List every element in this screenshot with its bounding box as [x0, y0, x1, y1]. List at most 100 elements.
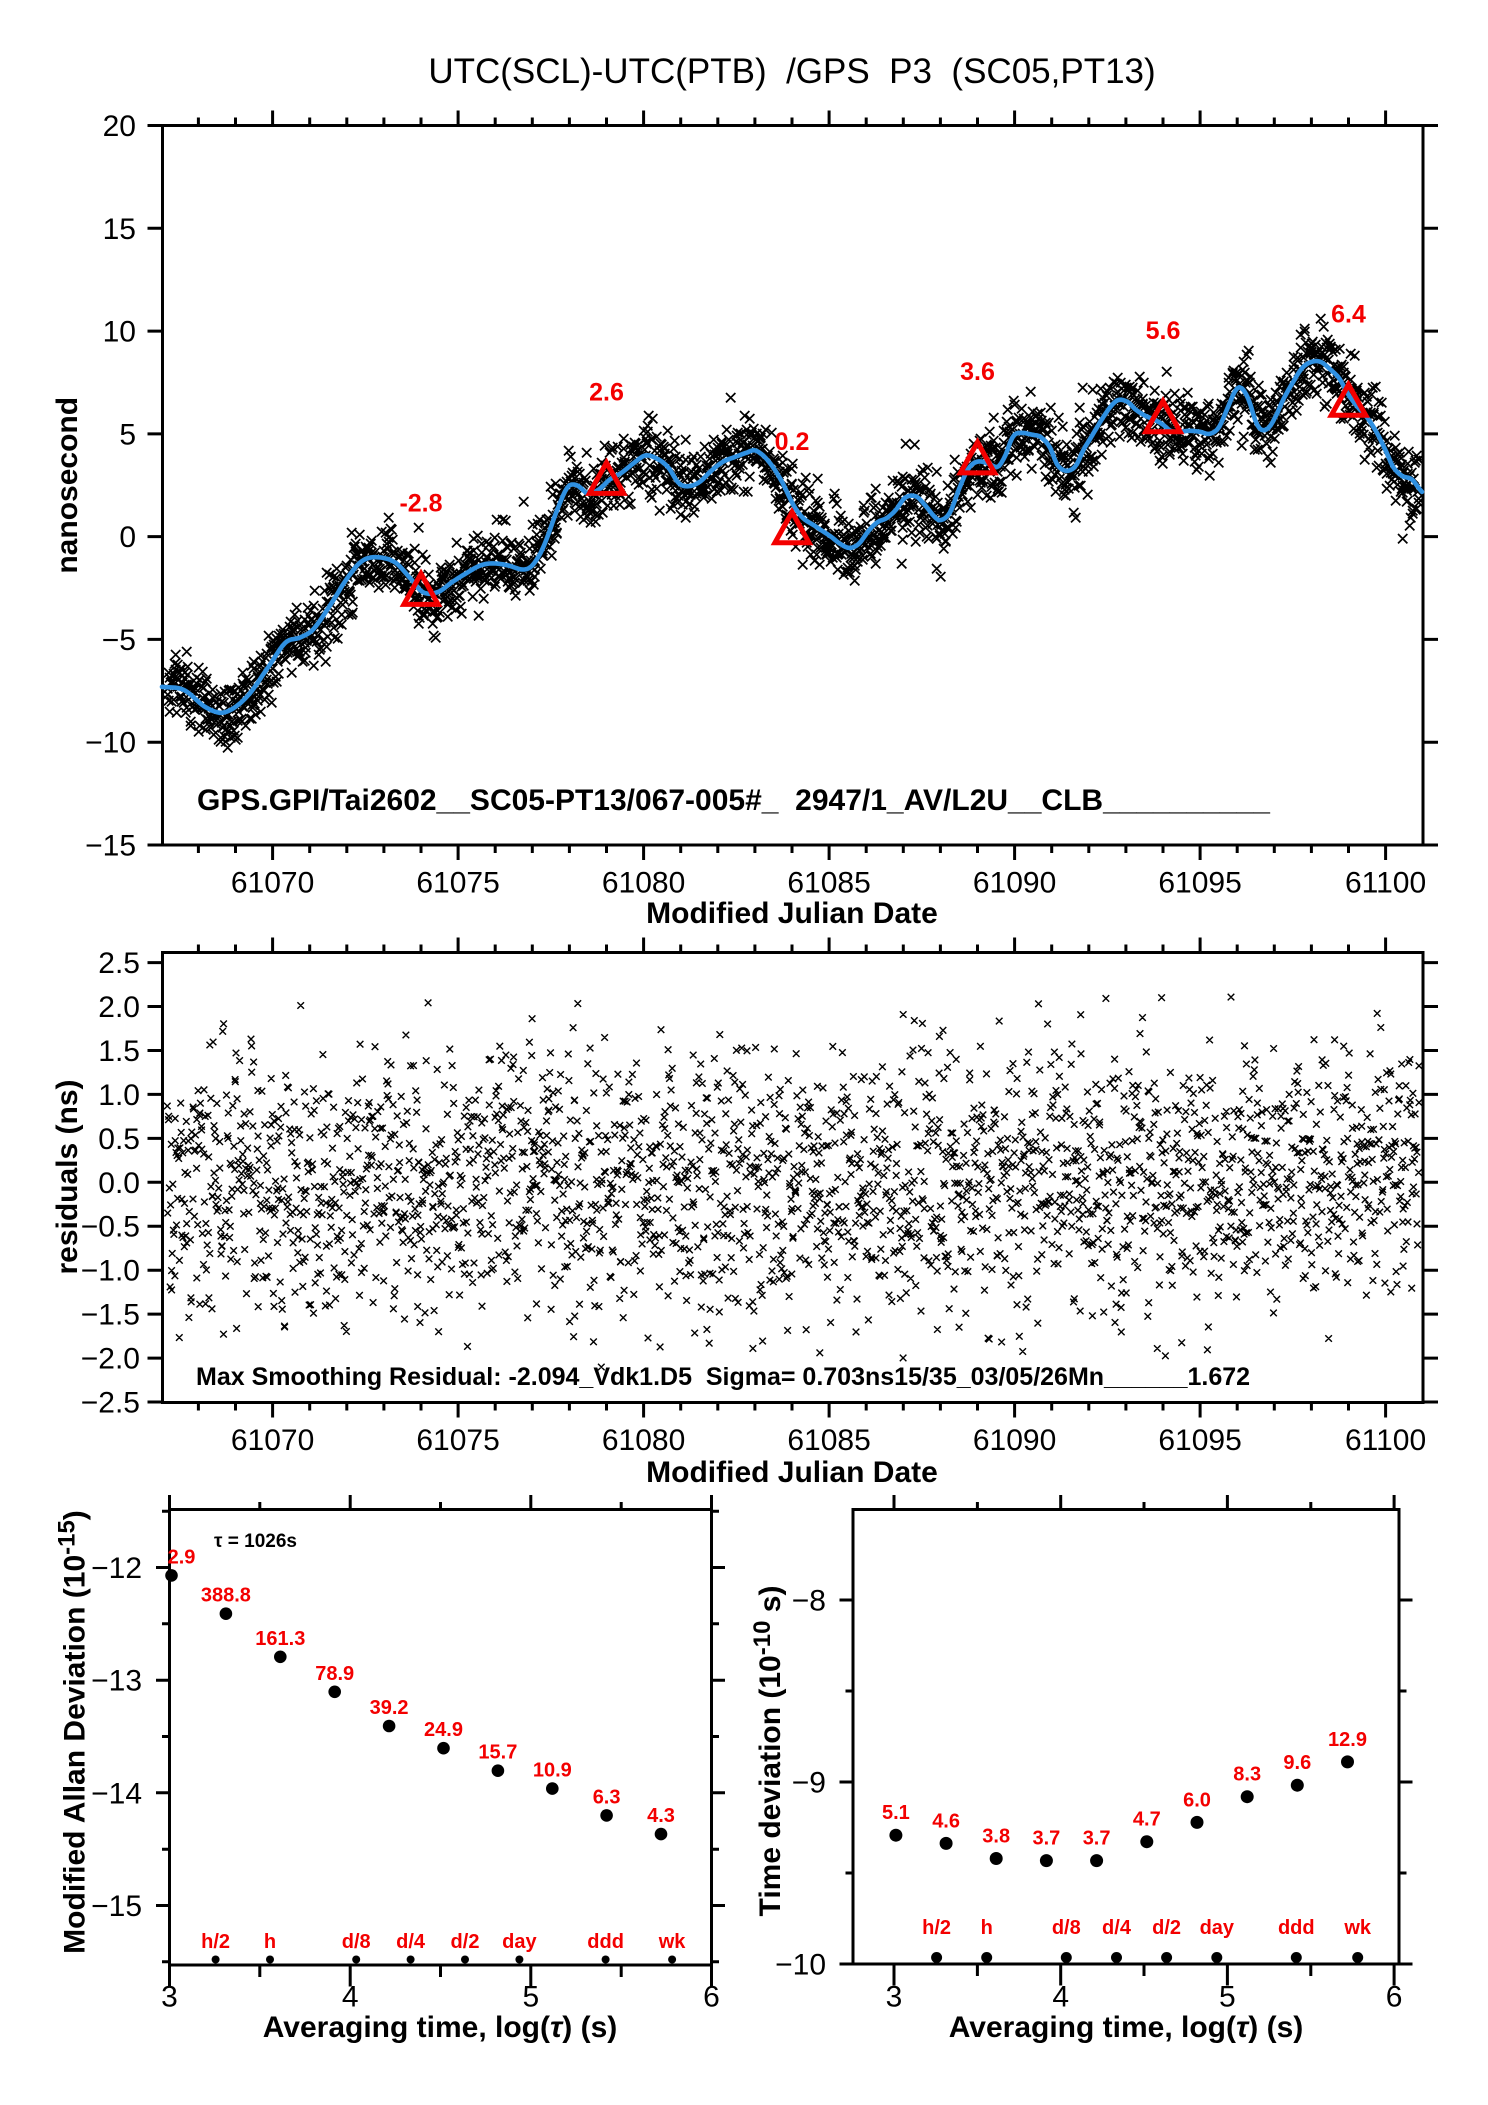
svg-text:day: day	[502, 1931, 537, 1953]
svg-text:2.0: 2.0	[98, 991, 140, 1024]
svg-text:1.5: 1.5	[98, 1035, 140, 1068]
svg-text:−14: −14	[91, 1777, 142, 1810]
svg-text:d/8: d/8	[1052, 1917, 1081, 1939]
svg-text:d/2: d/2	[451, 1931, 480, 1953]
svg-text:8.3: 8.3	[1233, 1764, 1261, 1786]
svg-text:12.9: 12.9	[1328, 1729, 1367, 1751]
svg-text:15: 15	[103, 213, 136, 246]
svg-text:−2.5: −2.5	[81, 1387, 140, 1420]
svg-text:day: day	[1200, 1917, 1235, 1939]
svg-text:61100: 61100	[1345, 1424, 1426, 1457]
svg-text:1.0: 1.0	[98, 1079, 140, 1112]
svg-text:−13: −13	[91, 1665, 142, 1698]
svg-text:−8: −8	[792, 1585, 826, 1618]
svg-text:d/8: d/8	[342, 1931, 371, 1953]
svg-text:h: h	[264, 1931, 276, 1953]
svg-text:61070: 61070	[231, 1424, 314, 1457]
svg-text:61075: 61075	[416, 1424, 499, 1457]
svg-text:−12: −12	[91, 1552, 142, 1585]
svg-text:6: 6	[703, 1981, 720, 2014]
svg-text:61080: 61080	[602, 867, 685, 900]
svg-text:24.9: 24.9	[424, 1719, 463, 1741]
svg-text:Averaging time, log(τ) (s): Averaging time, log(τ) (s)	[949, 2011, 1304, 2044]
svg-text:3.8: 3.8	[982, 1826, 1010, 1848]
svg-text:Averaging time, log(τ) (s): Averaging time, log(τ) (s)	[263, 2011, 618, 2044]
svg-text:3: 3	[886, 1981, 903, 2014]
svg-text:UTC(SCL)-UTC(PTB) /GPS P3 (: UTC(SCL)-UTC(PTB) /GPS P3 (SC05,PT13)	[428, 52, 1155, 91]
svg-text:Modified Julian Date: Modified Julian Date	[646, 1456, 938, 1489]
svg-text:3.7: 3.7	[1083, 1828, 1111, 1850]
svg-text:h: h	[981, 1917, 993, 1939]
svg-text:10.9: 10.9	[533, 1760, 572, 1782]
svg-text:-2.8: -2.8	[399, 490, 442, 518]
svg-text:5.6: 5.6	[1146, 317, 1181, 345]
svg-text:ddd: ddd	[1278, 1917, 1315, 1939]
svg-text:6.3: 6.3	[593, 1786, 621, 1808]
svg-text:388.8: 388.8	[201, 1585, 251, 1607]
svg-text:3: 3	[161, 1981, 178, 2014]
svg-text:h/2: h/2	[922, 1917, 951, 1939]
svg-text:residuals (ns): residuals (ns)	[51, 1079, 84, 1274]
svg-text:−1.0: −1.0	[81, 1255, 140, 1288]
svg-text:5: 5	[1219, 1981, 1236, 2014]
svg-text:wk: wk	[1343, 1917, 1372, 1939]
svg-text:−15: −15	[91, 1890, 142, 1923]
svg-text:0.2: 0.2	[775, 428, 810, 456]
svg-text:2.6: 2.6	[589, 379, 624, 407]
svg-text:61075: 61075	[416, 867, 499, 900]
svg-text:61090: 61090	[973, 867, 1056, 900]
svg-text:d/2: d/2	[1152, 1917, 1181, 1939]
svg-text:61090: 61090	[973, 1424, 1056, 1457]
svg-text:61070: 61070	[231, 867, 314, 900]
svg-text:5: 5	[522, 1981, 539, 2014]
svg-text:3.6: 3.6	[960, 358, 995, 386]
svg-text:4.7: 4.7	[1133, 1809, 1161, 1831]
svg-text:0.0: 0.0	[98, 1167, 140, 1200]
svg-text:−5: −5	[102, 624, 136, 657]
svg-text:61100: 61100	[1345, 867, 1426, 900]
svg-text:61085: 61085	[787, 1424, 870, 1457]
svg-text:4.6: 4.6	[932, 1810, 960, 1832]
svg-text:Modified Julian Date: Modified Julian Date	[646, 897, 938, 930]
svg-text:2.5: 2.5	[98, 947, 140, 980]
svg-text:h/2: h/2	[201, 1931, 230, 1953]
svg-text:Max Smoothing Residual: -2.094: Max Smoothing Residual: -2.094_Vdk1.D5 S…	[196, 1363, 1250, 1391]
svg-text:−10: −10	[85, 727, 136, 760]
svg-text:4.3: 4.3	[647, 1805, 675, 1827]
svg-text:6.4: 6.4	[1331, 301, 1366, 329]
svg-text:0.5: 0.5	[98, 1123, 140, 1156]
svg-text:15.7: 15.7	[478, 1742, 517, 1764]
svg-text:39.2: 39.2	[370, 1697, 409, 1719]
svg-text:20: 20	[103, 110, 136, 143]
svg-text:4: 4	[342, 1981, 359, 2014]
svg-text:−0.5: −0.5	[81, 1211, 140, 1244]
svg-text:GPS.GPI/Tai2602__SC05-PT13/067: GPS.GPI/Tai2602__SC05-PT13/067-005#_ 294…	[197, 784, 1270, 817]
svg-text:61095: 61095	[1158, 1424, 1241, 1457]
svg-text:9.6: 9.6	[1283, 1752, 1311, 1774]
svg-text:61095: 61095	[1158, 867, 1241, 900]
svg-text:d/4: d/4	[396, 1931, 426, 1953]
svg-text:78.9: 78.9	[315, 1663, 354, 1685]
svg-text:nanosecond: nanosecond	[51, 397, 84, 574]
svg-text:−2.0: −2.0	[81, 1343, 140, 1376]
svg-text:161.3: 161.3	[255, 1628, 305, 1650]
svg-text:ddd: ddd	[587, 1931, 624, 1953]
svg-text:61085: 61085	[787, 867, 870, 900]
svg-text:Modified Allan Deviation (10-1: Modified Allan Deviation (10-15)	[54, 1510, 92, 1954]
svg-text:τ = 1026s: τ = 1026s	[214, 1531, 297, 1552]
svg-text:d/4: d/4	[1102, 1917, 1132, 1939]
svg-text:61080: 61080	[602, 1424, 685, 1457]
svg-text:−15: −15	[85, 830, 136, 863]
svg-text:−10: −10	[775, 1949, 826, 1982]
svg-text:4: 4	[1052, 1981, 1069, 2014]
svg-text:−9: −9	[792, 1767, 826, 1800]
svg-text:5.1: 5.1	[882, 1802, 910, 1824]
svg-text:wk: wk	[658, 1931, 687, 1953]
svg-text:3.7: 3.7	[1032, 1828, 1060, 1850]
svg-text:6.0: 6.0	[1183, 1789, 1211, 1811]
svg-text:2.9: 2.9	[168, 1546, 196, 1568]
svg-text:6: 6	[1386, 1981, 1403, 2014]
svg-text:Time deviation (10-10 s): Time deviation (10-10 s)	[749, 1586, 787, 1917]
svg-text:−1.5: −1.5	[81, 1299, 140, 1332]
svg-text:0: 0	[119, 521, 136, 554]
